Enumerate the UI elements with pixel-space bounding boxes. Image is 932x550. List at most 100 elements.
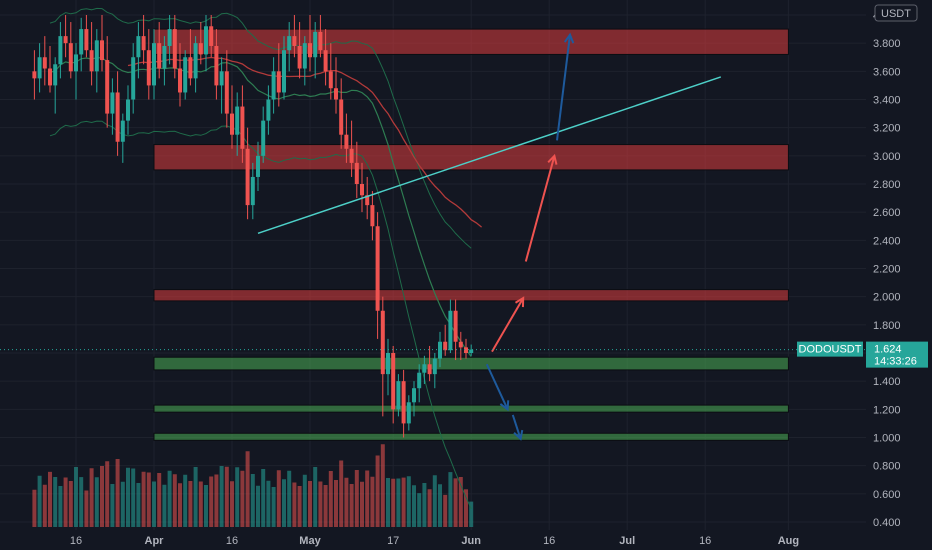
candle-body — [219, 71, 224, 86]
volume-bar — [365, 470, 370, 527]
volume-bar — [136, 483, 141, 527]
red-arrow — [491, 296, 525, 353]
candle-body — [344, 134, 349, 149]
candle-body — [198, 43, 203, 55]
candle-body — [354, 162, 359, 184]
price-tick-label: 3.000 — [873, 151, 901, 163]
time-tick-label: 16 — [699, 535, 711, 547]
candle-body — [188, 57, 193, 79]
volume-bar — [396, 478, 401, 527]
candle-body — [126, 99, 130, 121]
last-price-label: 1.624 — [874, 344, 902, 356]
volume-bar — [152, 481, 156, 527]
candle-body — [172, 29, 177, 69]
volume-bar — [126, 467, 130, 527]
candle-body — [110, 92, 115, 114]
candle-body — [141, 36, 146, 51]
volume-bar — [464, 489, 468, 527]
price-tick-label: 3.600 — [873, 66, 901, 78]
candle-body — [84, 29, 89, 51]
candle-body — [448, 310, 453, 351]
price-tick-label: 3.200 — [873, 123, 901, 135]
volume-bar — [48, 471, 52, 527]
candle-body — [193, 43, 198, 79]
volume-bar — [94, 477, 99, 527]
volume-bar — [318, 481, 323, 527]
candle-body — [349, 148, 354, 163]
volume-bar — [349, 484, 354, 527]
price-axis[interactable]: 4.0003.8003.6003.4003.2003.0002.8002.600… — [866, 0, 932, 550]
time-axis[interactable]: 16 Apr 16 May 17 Jun 16 Jul 16 Aug — [0, 530, 866, 550]
candle-body — [375, 226, 380, 311]
volume-bar — [443, 494, 448, 527]
time-tick-label: Aug — [778, 535, 799, 547]
volume-bar — [370, 476, 375, 527]
candle-body — [417, 372, 422, 389]
volume-bar — [422, 483, 427, 527]
candle-body — [214, 45, 219, 86]
volume-bar — [245, 451, 250, 527]
candle-body — [178, 68, 182, 93]
candle-body — [235, 106, 240, 135]
resistance-zone — [153, 289, 789, 302]
candle-body — [224, 71, 229, 114]
candle-body — [380, 310, 385, 375]
volume-bar — [167, 470, 172, 527]
arrow-head — [547, 153, 558, 165]
last-price-tag — [866, 341, 928, 368]
volume-bar — [115, 459, 120, 527]
volume-bar — [188, 481, 193, 527]
arrow-shaft — [511, 414, 522, 440]
volume-bar — [120, 481, 125, 527]
symbol-tag — [797, 341, 863, 357]
volume-bar — [224, 466, 229, 527]
volume-bar — [157, 473, 162, 527]
volume-bar — [53, 477, 58, 527]
candle-body — [432, 358, 437, 375]
candle-body — [323, 50, 328, 72]
candle-body — [48, 68, 52, 86]
price-tick-label: 0.400 — [873, 517, 901, 529]
time-tick-label: Jul — [619, 535, 635, 547]
volume-bar — [292, 482, 297, 527]
volume-bar — [209, 476, 214, 527]
candle-body — [105, 60, 110, 114]
volume-bar — [323, 485, 328, 527]
time-tick-label: May — [299, 535, 321, 547]
candle-body — [89, 50, 94, 72]
arrow-head — [514, 296, 525, 308]
blue-arrow — [556, 32, 575, 141]
arrow-head — [513, 429, 524, 441]
volume-bar — [334, 480, 338, 527]
candle-body — [115, 92, 120, 142]
volume-bar — [63, 477, 68, 527]
price-tick-label: 0.600 — [873, 489, 901, 501]
volume-bar — [84, 490, 89, 527]
countdown-label: 14:33:26 — [874, 356, 917, 368]
candle-body — [406, 402, 411, 424]
price-tick-label: 0.800 — [873, 461, 901, 473]
volume-bar — [261, 469, 266, 527]
volume-bar — [438, 484, 442, 527]
candle-body — [282, 50, 286, 93]
volume-bar — [469, 501, 474, 527]
volume-bar — [386, 478, 390, 527]
volume-bar — [79, 477, 84, 527]
candle-body — [276, 71, 281, 93]
price-tick-label: 3.400 — [873, 95, 901, 107]
currency-label: USDT — [881, 8, 911, 20]
price-tick-label: 2.400 — [873, 235, 901, 247]
volume-bar — [344, 477, 349, 527]
candle-body — [162, 45, 167, 69]
price-tick-label: 2.800 — [873, 179, 901, 191]
candle-body — [240, 106, 245, 149]
candle-body — [209, 26, 214, 46]
volume-bar — [141, 471, 146, 527]
volume-bar — [401, 477, 406, 527]
volume-bar — [308, 481, 312, 527]
price-tick-label: 1.200 — [873, 404, 901, 416]
candle-body — [422, 364, 427, 373]
candle-body — [183, 57, 188, 93]
volume-bar — [287, 470, 292, 527]
